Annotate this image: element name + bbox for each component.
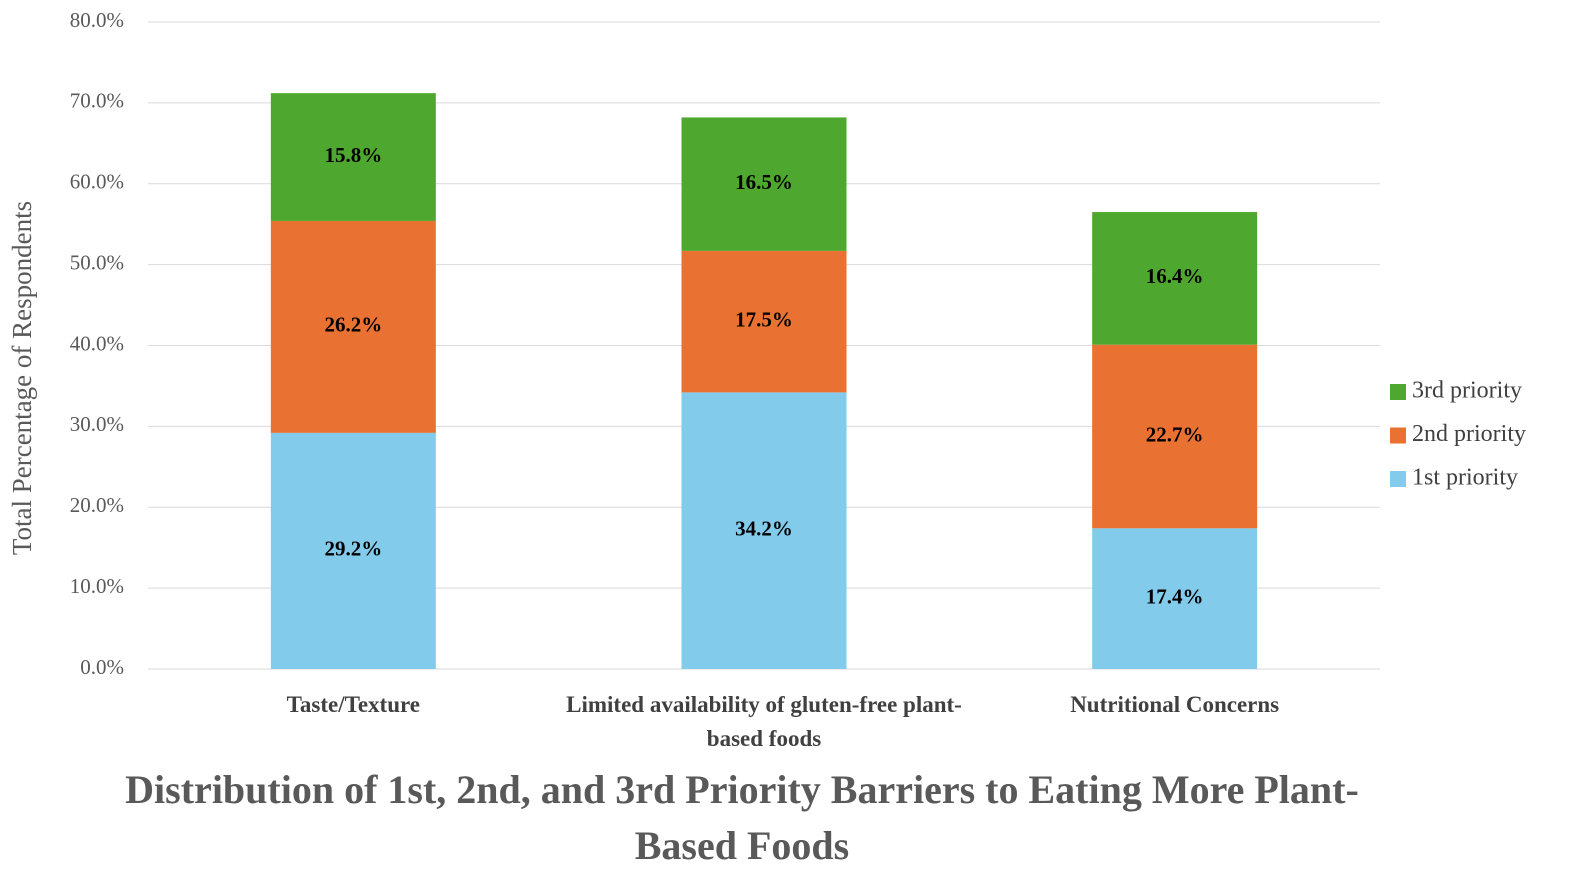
x-tick-label: Nutritional Concerns <box>1070 692 1280 717</box>
bar-segment <box>270 432 436 669</box>
y-tick-label: 80.0% <box>70 8 124 32</box>
y-axis-title: Total Percentage of Respondents <box>7 201 37 555</box>
legend-label: 2nd priority <box>1412 421 1526 447</box>
bar-segment <box>1092 344 1258 529</box>
data-label: 34.2% <box>735 517 793 541</box>
data-label: 17.5% <box>735 307 793 331</box>
legend-swatch <box>1390 427 1406 444</box>
bar-segment <box>681 250 847 393</box>
chart-title: Distribution of 1st, 2nd, and 3rd Priori… <box>125 767 1359 868</box>
x-tick-label: Taste/Texture <box>286 692 420 717</box>
data-label: 26.2% <box>324 313 382 337</box>
data-label: 17.4% <box>1146 584 1204 608</box>
bar-segment <box>681 392 847 669</box>
y-tick-label: 50.0% <box>70 250 124 274</box>
data-label: 16.4% <box>1146 264 1204 288</box>
x-tick-label: Limited availability of gluten-free plan… <box>566 692 962 751</box>
y-tick-label: 20.0% <box>70 493 124 517</box>
y-tick-label: 60.0% <box>70 170 124 194</box>
data-label: 22.7% <box>1146 422 1204 446</box>
y-tick-label: 10.0% <box>70 574 124 598</box>
bar-segment <box>270 220 436 433</box>
legend-label: 3rd priority <box>1412 378 1522 404</box>
legend-swatch <box>1390 384 1406 400</box>
data-label: 16.5% <box>735 170 793 194</box>
bar-segment <box>1092 212 1258 345</box>
y-tick-label: 30.0% <box>70 412 124 436</box>
bar-segment <box>1092 528 1258 669</box>
bar-segment <box>681 117 847 251</box>
legend-swatch <box>1390 471 1406 487</box>
legend-label: 1st priority <box>1412 465 1518 491</box>
y-tick-label: 0.0% <box>80 655 124 679</box>
bar-segment <box>270 93 436 221</box>
y-tick-label: 70.0% <box>70 89 124 113</box>
data-label: 15.8% <box>324 143 382 167</box>
y-tick-label: 40.0% <box>70 331 124 355</box>
data-label: 29.2% <box>324 537 382 561</box>
